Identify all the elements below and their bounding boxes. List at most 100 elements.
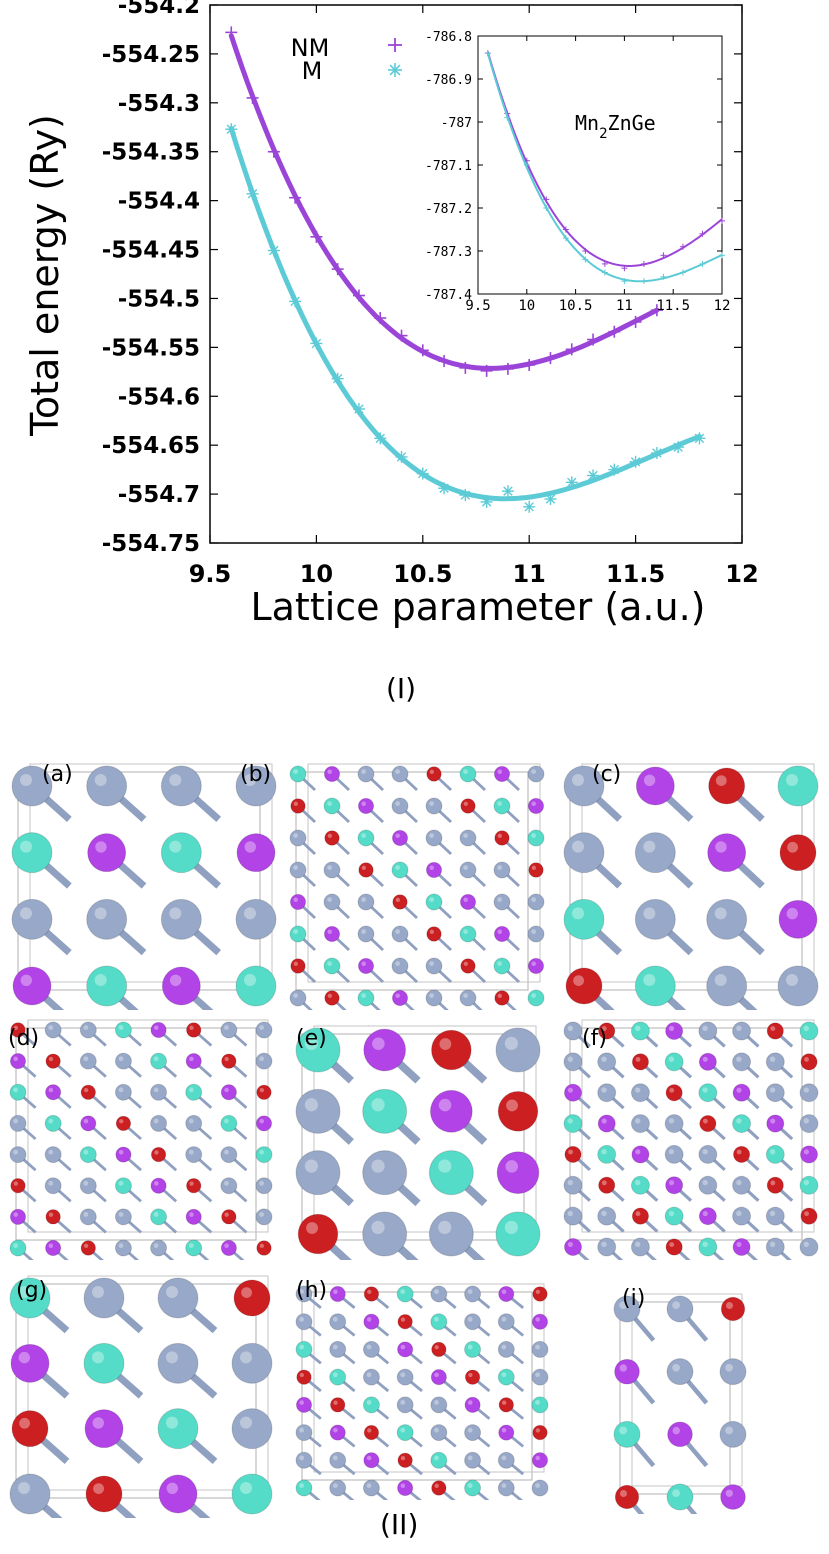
atom-zn (563, 1083, 583, 1102)
atom-mn (777, 965, 819, 1007)
atom-x (357, 989, 375, 1007)
inset-background (478, 36, 722, 294)
data-point-m (331, 372, 344, 385)
inset-x-tick-label: 12 (714, 298, 731, 314)
atom-mn (799, 1237, 819, 1257)
atom-mn (597, 1052, 617, 1072)
inset-y-tick-label: -786.9 (425, 73, 472, 88)
atom-ge (614, 1484, 640, 1510)
atom-mn (357, 893, 375, 911)
main-series (225, 26, 706, 513)
atom-zn (185, 1208, 202, 1225)
atom-mn (220, 1177, 238, 1195)
atom-x (464, 1340, 482, 1358)
data-point-m (352, 402, 365, 415)
atom-mn (493, 893, 511, 911)
atom-x (79, 1146, 97, 1164)
data-point-nm (565, 343, 578, 356)
atom-zn (329, 1285, 346, 1303)
atom-x (323, 797, 341, 815)
atom-mn (563, 832, 605, 874)
y-tick-label: -554.55 (102, 335, 200, 361)
atom-zn (493, 765, 511, 783)
atom-mn (630, 1114, 650, 1134)
atom-ge (115, 1115, 132, 1132)
data-point-m (416, 467, 429, 480)
inset-x-tick-label: 10 (518, 298, 535, 314)
inset-point-0 (679, 243, 686, 250)
inset-ticks: 9.5 10 10.5 11 11.5 12 -786.8 -786.9 -787 -787.1 -… (425, 30, 730, 314)
atom-ge (766, 1176, 784, 1194)
structure-label-a: (a) (42, 762, 73, 787)
atom-mn (527, 893, 545, 911)
atom-zn (397, 1341, 414, 1358)
atom-ge (85, 1475, 123, 1513)
atom-ge (392, 894, 408, 910)
inset-point-1 (562, 235, 569, 242)
atom-ge (397, 1452, 413, 1468)
main-plot-frame (209, 4, 743, 544)
atom-ge (564, 1145, 582, 1164)
atom-x (428, 1150, 474, 1196)
atom-ge (720, 1296, 746, 1322)
inset-point-1 (660, 273, 667, 280)
x-tick-label: 12 (725, 560, 758, 588)
atom-mn (531, 1340, 549, 1358)
atom-mn (527, 765, 545, 783)
atom-zn (732, 1083, 751, 1102)
data-point-m (501, 485, 514, 498)
atom-zn (10, 1343, 50, 1383)
atom-x (563, 898, 605, 940)
x-axis-label: Lattice parameter (a.u.) (250, 585, 705, 629)
y-tick-label: -554.45 (102, 238, 200, 264)
atom-mn (563, 1021, 583, 1041)
atom-ge (256, 1240, 272, 1256)
atom-zn (496, 1151, 540, 1195)
inset-x-tick-label: 10.5 (559, 298, 593, 314)
atom-mn (698, 1175, 718, 1195)
atom-mn (83, 1277, 125, 1319)
atom-mn (497, 1451, 515, 1469)
atom-zn (614, 1358, 640, 1385)
atom-x (362, 1088, 408, 1134)
atom-mn (362, 1150, 408, 1196)
structure-label-i: (i) (622, 1286, 646, 1311)
atom-zn (150, 1021, 167, 1039)
data-point-m (608, 463, 621, 476)
atom-x (295, 1027, 341, 1073)
atom-ge (532, 1424, 548, 1441)
atom-ge (708, 767, 746, 805)
structure-label-f: (f) (582, 1026, 607, 1051)
atom-mn (157, 1277, 199, 1319)
atom-zn (493, 925, 511, 943)
atom-mn (799, 1114, 819, 1134)
atom-x (86, 965, 128, 1007)
structure-label-d: (d) (8, 1026, 40, 1051)
atom-zn (766, 1114, 785, 1133)
y-tick-label: -554.3 (118, 91, 200, 117)
atom-x (157, 1408, 199, 1450)
atom-x (630, 1021, 650, 1041)
atom-mn (464, 1424, 482, 1442)
data-point-m (480, 495, 493, 508)
atom-ge (779, 834, 817, 872)
atom-x (527, 989, 545, 1007)
data-point-nm (374, 312, 387, 325)
part-one-label: (I) (386, 672, 417, 705)
atom-mn (563, 1052, 583, 1072)
atom-zn (255, 1115, 273, 1132)
atom-zn (289, 893, 307, 911)
atom-x (289, 765, 307, 783)
atom-mn (527, 925, 545, 943)
data-point-nm (587, 333, 600, 346)
atom-mn (495, 1027, 541, 1073)
inset-point-1 (504, 114, 511, 121)
atom-ge (598, 1176, 616, 1194)
atom-mn (289, 829, 307, 847)
atom-ge (45, 1053, 61, 1069)
atom-mn (79, 1177, 97, 1195)
inset-point-1 (719, 252, 725, 259)
x-tick-label: 11.5 (606, 560, 665, 588)
atom-mn (157, 1342, 199, 1384)
y-tick-label: -554.7 (118, 482, 200, 508)
